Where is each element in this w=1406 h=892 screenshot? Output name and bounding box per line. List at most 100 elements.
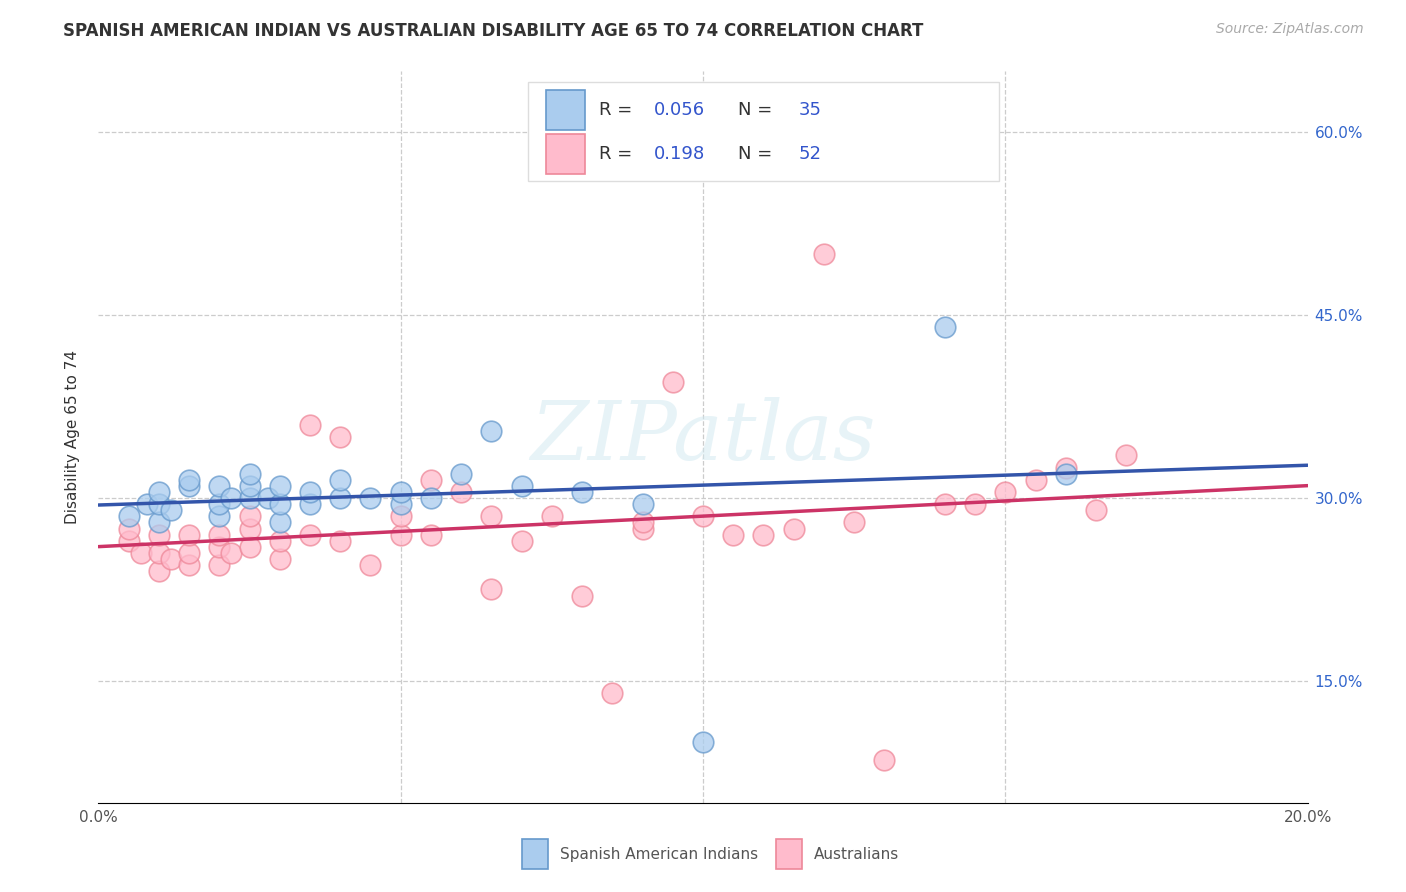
Point	[208, 479, 231, 493]
Point	[118, 521, 141, 535]
Point	[148, 546, 170, 560]
Point	[329, 491, 352, 505]
Point	[269, 479, 291, 493]
Point	[420, 527, 443, 541]
Point	[510, 533, 533, 548]
Point	[752, 527, 775, 541]
Point	[994, 485, 1017, 500]
Point	[1054, 467, 1077, 481]
Point	[540, 509, 562, 524]
Point	[510, 479, 533, 493]
Point	[129, 546, 152, 560]
Text: Spanish American Indians: Spanish American Indians	[561, 847, 758, 862]
Point	[118, 509, 141, 524]
Point	[208, 558, 231, 573]
Point	[179, 473, 201, 487]
Point	[148, 527, 170, 541]
Point	[148, 564, 170, 578]
Point	[934, 320, 956, 334]
Point	[692, 735, 714, 749]
Point	[221, 491, 243, 505]
Bar	[546, 134, 585, 174]
Point	[299, 485, 322, 500]
Point	[148, 516, 170, 530]
Point	[844, 516, 866, 530]
Point	[269, 533, 291, 548]
Text: 35: 35	[799, 101, 821, 120]
Point	[420, 473, 443, 487]
Point	[783, 521, 806, 535]
Text: R =: R =	[599, 101, 638, 120]
Point	[269, 552, 291, 566]
Point	[179, 527, 201, 541]
Point	[631, 516, 654, 530]
Text: N =: N =	[738, 145, 778, 163]
Point	[299, 417, 322, 432]
Point	[256, 491, 278, 505]
Point	[602, 686, 624, 700]
Point	[934, 497, 956, 511]
Bar	[546, 90, 585, 130]
Point	[269, 497, 291, 511]
Text: N =: N =	[738, 101, 778, 120]
Point	[148, 497, 170, 511]
Point	[208, 497, 231, 511]
Point	[179, 479, 201, 493]
Point	[179, 558, 201, 573]
Point	[571, 589, 593, 603]
Point	[1115, 448, 1137, 462]
Point	[160, 552, 183, 566]
Point	[481, 509, 503, 524]
Point	[160, 503, 183, 517]
Point	[420, 491, 443, 505]
Point	[148, 485, 170, 500]
Point	[329, 533, 352, 548]
Point	[389, 485, 412, 500]
Point	[329, 473, 352, 487]
Point	[450, 467, 472, 481]
Point	[269, 516, 291, 530]
Point	[329, 430, 352, 444]
Point	[389, 497, 412, 511]
Point	[389, 527, 412, 541]
Point	[360, 558, 382, 573]
Text: R =: R =	[599, 145, 638, 163]
Point	[631, 497, 654, 511]
Point	[221, 546, 243, 560]
Point	[813, 247, 835, 261]
Point	[299, 527, 322, 541]
Point	[239, 521, 262, 535]
Point	[965, 497, 987, 511]
Point	[299, 497, 322, 511]
Point	[208, 527, 231, 541]
Point	[481, 424, 503, 438]
Text: SPANISH AMERICAN INDIAN VS AUSTRALIAN DISABILITY AGE 65 TO 74 CORRELATION CHART: SPANISH AMERICAN INDIAN VS AUSTRALIAN DI…	[63, 22, 924, 40]
FancyBboxPatch shape	[527, 82, 1000, 181]
Bar	[522, 839, 548, 869]
Point	[208, 509, 231, 524]
Text: ZIPatlas: ZIPatlas	[530, 397, 876, 477]
Point	[389, 509, 412, 524]
Point	[692, 509, 714, 524]
Point	[208, 540, 231, 554]
Point	[873, 753, 896, 767]
Point	[571, 485, 593, 500]
Point	[179, 546, 201, 560]
Point	[481, 582, 503, 597]
Text: 52: 52	[799, 145, 821, 163]
Text: Australians: Australians	[814, 847, 900, 862]
Text: 0.198: 0.198	[654, 145, 704, 163]
Point	[239, 509, 262, 524]
Point	[1085, 503, 1108, 517]
Point	[631, 521, 654, 535]
Text: Source: ZipAtlas.com: Source: ZipAtlas.com	[1216, 22, 1364, 37]
Point	[661, 375, 683, 389]
Point	[1024, 473, 1046, 487]
Bar	[776, 839, 803, 869]
Point	[239, 491, 262, 505]
Point	[118, 533, 141, 548]
Point	[135, 497, 157, 511]
Point	[723, 527, 745, 541]
Point	[239, 467, 262, 481]
Point	[450, 485, 472, 500]
